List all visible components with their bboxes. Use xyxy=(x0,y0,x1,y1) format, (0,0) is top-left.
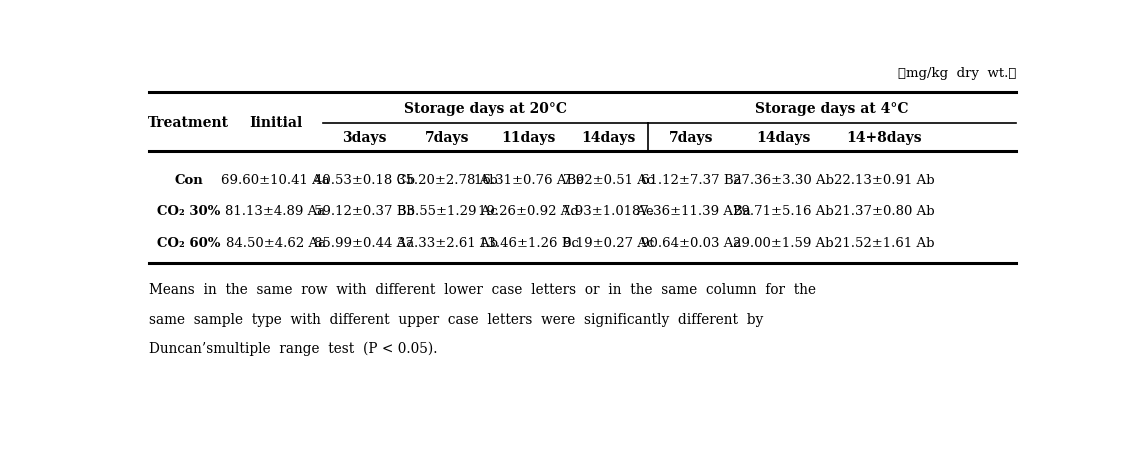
Text: 29.00±1.59 Ab: 29.00±1.59 Ab xyxy=(733,237,833,249)
Text: 69.60±10.41 Aa: 69.60±10.41 Aa xyxy=(222,174,330,188)
Text: 11days: 11days xyxy=(501,131,556,145)
Text: Storage days at 20°C: Storage days at 20°C xyxy=(404,102,567,116)
Text: 27.36±3.30 Ab: 27.36±3.30 Ab xyxy=(733,174,835,188)
Text: 33.55±1.29 Ac: 33.55±1.29 Ac xyxy=(398,206,497,219)
Text: 21.52±1.61 Ab: 21.52±1.61 Ab xyxy=(833,237,935,249)
Text: Storage days at 4°C: Storage days at 4°C xyxy=(755,102,908,116)
Text: Treatment: Treatment xyxy=(148,116,230,130)
Text: 7days: 7days xyxy=(425,131,470,145)
Text: 61.12±7.37 Ba: 61.12±7.37 Ba xyxy=(641,174,741,188)
Text: 37.33±2.61 Ab: 37.33±2.61 Ab xyxy=(397,237,498,249)
Text: 19.26±0.92 Ad: 19.26±0.92 Ad xyxy=(478,206,579,219)
Text: Means  in  the  same  row  with  different  lower  case  letters  or  in  the  s: Means in the same row with different low… xyxy=(149,283,816,298)
Text: 13.46±1.26 Bc: 13.46±1.26 Bc xyxy=(479,237,579,249)
Text: （mg/kg  dry  wt.）: （mg/kg dry wt.） xyxy=(898,67,1016,80)
Text: 14+8days: 14+8days xyxy=(846,131,922,145)
Text: 14days: 14days xyxy=(581,131,636,145)
Text: 90.64±0.03 Aa: 90.64±0.03 Aa xyxy=(641,237,741,249)
Text: 85.99±0.44 Aa: 85.99±0.44 Aa xyxy=(315,237,415,249)
Text: 40.53±0.18 Cb: 40.53±0.18 Cb xyxy=(314,174,415,188)
Text: 16.31±0.76 ABc: 16.31±0.76 ABc xyxy=(474,174,583,188)
Text: 3days: 3days xyxy=(342,131,387,145)
Text: 35.20±2.78 Ab: 35.20±2.78 Ab xyxy=(397,174,498,188)
Text: 84.50±4.62 Aa: 84.50±4.62 Aa xyxy=(225,237,325,249)
Text: 87.36±11.39 ABa: 87.36±11.39 ABa xyxy=(632,206,750,219)
Text: 29.71±5.16 Ab: 29.71±5.16 Ab xyxy=(733,206,835,219)
Text: 81.13±4.89 Aa: 81.13±4.89 Aa xyxy=(225,206,325,219)
Text: same  sample  type  with  different  upper  case  letters  were  significantly  : same sample type with different upper ca… xyxy=(149,313,763,327)
Text: 9.19±0.27 Ac: 9.19±0.27 Ac xyxy=(563,237,654,249)
Text: 7.93±1.01 Ae: 7.93±1.01 Ae xyxy=(563,206,654,219)
Text: CO₂ 60%: CO₂ 60% xyxy=(157,237,221,249)
Text: 22.13±0.91 Ab: 22.13±0.91 Ab xyxy=(833,174,935,188)
Text: 21.37±0.80 Ab: 21.37±0.80 Ab xyxy=(833,206,935,219)
Text: Duncan’smultiple  range  test  (P < 0.05).: Duncan’smultiple range test (P < 0.05). xyxy=(149,342,438,356)
Text: Con: Con xyxy=(174,174,204,188)
Text: Iinitial: Iinitial xyxy=(249,116,302,130)
Text: 7.92±0.51 Ac: 7.92±0.51 Ac xyxy=(563,174,654,188)
Text: CO₂ 30%: CO₂ 30% xyxy=(157,206,221,219)
Text: 7days: 7days xyxy=(669,131,713,145)
Text: 59.12±0.37 Bb: 59.12±0.37 Bb xyxy=(314,206,415,219)
Text: 14days: 14days xyxy=(756,131,811,145)
